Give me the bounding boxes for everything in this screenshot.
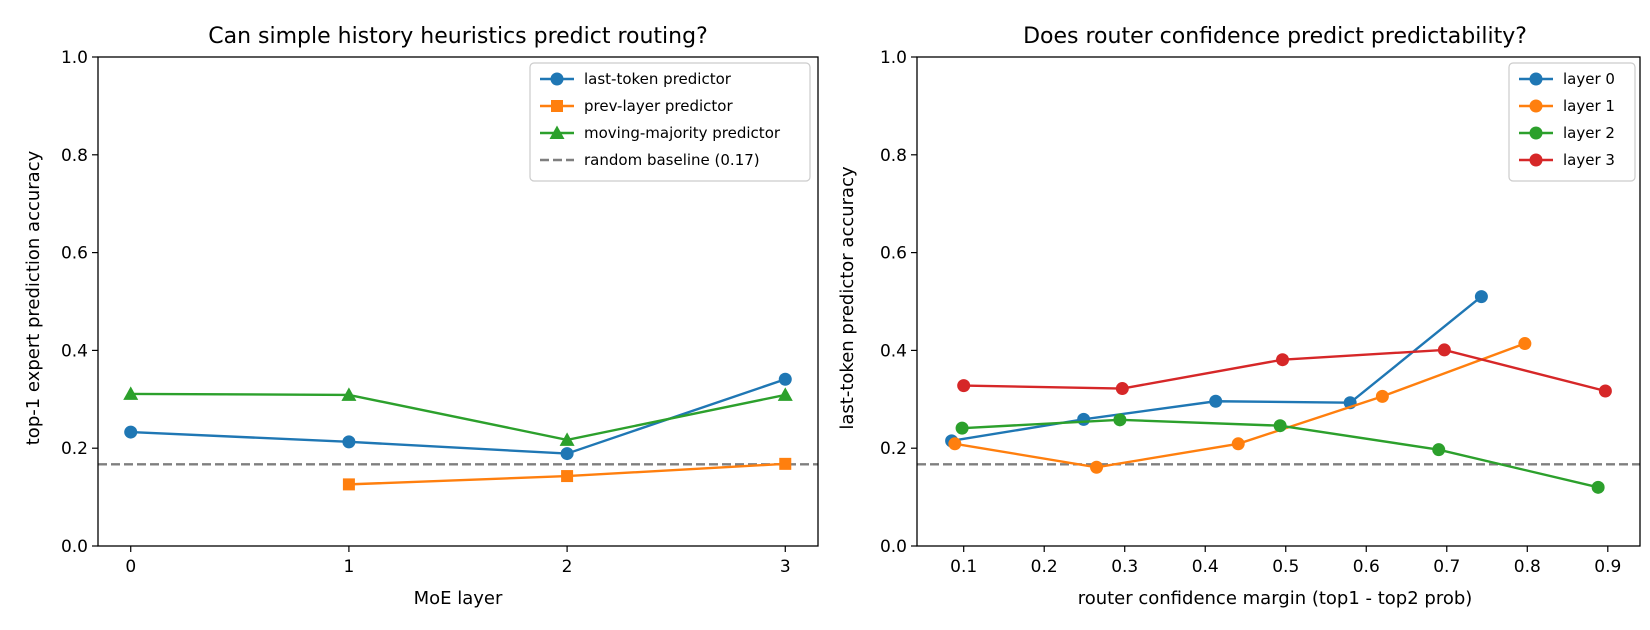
left-series-0-point bbox=[778, 372, 792, 386]
right-series-1-point bbox=[1231, 437, 1245, 451]
right-ytick-label: 0.6 bbox=[880, 244, 907, 264]
right-xtick-label: 0.4 bbox=[1192, 557, 1219, 577]
right-series-1-point bbox=[1090, 460, 1104, 474]
right-series-2-point bbox=[1591, 480, 1605, 494]
right-series-3-point bbox=[1598, 384, 1612, 398]
right-legend-swatch-marker bbox=[1529, 126, 1543, 140]
right-chart-ylabel: last-token predictor accuracy bbox=[837, 166, 858, 430]
right-ytick-label: 0.0 bbox=[880, 537, 907, 557]
left-series-0-point bbox=[560, 447, 574, 461]
left-legend-swatch-marker bbox=[549, 125, 565, 139]
right-legend-label: layer 1 bbox=[1563, 97, 1615, 115]
right-legend-box bbox=[1508, 62, 1636, 182]
left-plot-frame bbox=[97, 56, 819, 547]
right-series-2-point bbox=[955, 421, 969, 435]
left-legend-label: prev-layer predictor bbox=[584, 97, 733, 115]
right-ytick-label: 0.2 bbox=[880, 439, 907, 459]
left-series-1-point bbox=[779, 457, 792, 470]
right-ytick-label: 1.0 bbox=[880, 48, 907, 68]
right-series-1-point bbox=[1375, 389, 1389, 403]
left-series-1-point bbox=[561, 470, 574, 483]
left-series-0-point bbox=[124, 425, 138, 439]
right-legend-label: layer 3 bbox=[1563, 151, 1615, 169]
right-chart-panel: Does router confidence predict predictab… bbox=[837, 24, 1641, 609]
left-ytick-label: 0.4 bbox=[61, 341, 88, 361]
right-series-3-point bbox=[1115, 382, 1129, 396]
right-chart-xlabel: router confidence margin (top1 - top2 pr… bbox=[1078, 588, 1473, 609]
left-ytick-label: 0.6 bbox=[61, 244, 88, 264]
left-series-2-line bbox=[130, 392, 786, 442]
left-xtick-label: 1 bbox=[343, 557, 354, 577]
left-series-0-point bbox=[342, 435, 356, 449]
right-plot-frame bbox=[916, 56, 1641, 547]
right-series-0-point bbox=[1209, 394, 1223, 408]
right-series-3-point bbox=[1276, 353, 1290, 367]
right-ytick-label: 0.4 bbox=[880, 341, 907, 361]
right-legend-swatch-marker bbox=[1529, 153, 1543, 167]
right-xtick-label: 0.6 bbox=[1353, 557, 1380, 577]
left-chart-panel: Can simple history heuristics predict ro… bbox=[23, 24, 819, 609]
left-legend-swatch-marker bbox=[550, 72, 564, 86]
right-legend-label: layer 0 bbox=[1563, 70, 1615, 88]
right-legend-label: layer 2 bbox=[1563, 124, 1615, 142]
left-ytick-label: 1.0 bbox=[61, 48, 88, 68]
right-chart-title: Does router confidence predict predictab… bbox=[1023, 24, 1527, 49]
right-legend-swatch-marker bbox=[1529, 72, 1543, 86]
right-legend-swatch-marker bbox=[1529, 99, 1543, 113]
left-chart-ylabel: top-1 expert prediction accuracy bbox=[23, 150, 44, 445]
right-xtick-label: 0.7 bbox=[1433, 557, 1460, 577]
right-series-2-point bbox=[1432, 443, 1446, 457]
right-ytick-label: 0.8 bbox=[880, 146, 907, 166]
left-series-1-point bbox=[342, 478, 355, 491]
left-xtick-label: 3 bbox=[780, 557, 791, 577]
left-legend: last-token predictor prev-layer predictor… bbox=[529, 62, 811, 182]
right-xtick-label: 0.1 bbox=[950, 557, 977, 577]
left-xtick-label: 0 bbox=[125, 557, 136, 577]
left-legend-label: moving-majority predictor bbox=[584, 124, 781, 142]
right-series-0-line bbox=[951, 295, 1483, 443]
left-series-2-point bbox=[123, 386, 139, 400]
left-ytick-label: 0.8 bbox=[61, 146, 88, 166]
right-xtick-label: 0.2 bbox=[1031, 557, 1058, 577]
right-xtick-label: 0.5 bbox=[1272, 557, 1299, 577]
right-series-1-point bbox=[948, 437, 962, 451]
right-series-2-point bbox=[1113, 413, 1127, 427]
left-legend-label: random baseline (0.17) bbox=[584, 151, 760, 169]
right-xtick-label: 0.3 bbox=[1111, 557, 1138, 577]
left-legend-label: last-token predictor bbox=[584, 70, 732, 88]
left-xtick-label: 2 bbox=[562, 557, 573, 577]
right-series-2-point bbox=[1273, 419, 1287, 433]
left-chart-xlabel: MoE layer bbox=[414, 588, 503, 609]
right-series-3-point bbox=[1437, 343, 1451, 357]
right-series-0-point bbox=[1474, 290, 1488, 304]
left-ytick-label: 0.0 bbox=[61, 537, 88, 557]
right-xtick-label: 0.9 bbox=[1594, 557, 1621, 577]
left-series-2-point bbox=[341, 387, 357, 401]
left-chart-title: Can simple history heuristics predict ro… bbox=[208, 24, 708, 49]
right-legend: layer 0 layer 1 layer 2 layer 3 bbox=[1508, 62, 1636, 182]
left-series-2-point bbox=[777, 387, 793, 401]
right-series-0-point bbox=[1077, 412, 1091, 426]
left-legend-box bbox=[529, 62, 811, 182]
right-series-3-point bbox=[957, 379, 971, 393]
left-legend-swatch-marker bbox=[551, 100, 563, 112]
left-series-2-point bbox=[559, 432, 575, 446]
right-series-1-point bbox=[1518, 337, 1532, 351]
left-ytick-label: 0.2 bbox=[61, 439, 88, 459]
right-xtick-label: 0.8 bbox=[1514, 557, 1541, 577]
